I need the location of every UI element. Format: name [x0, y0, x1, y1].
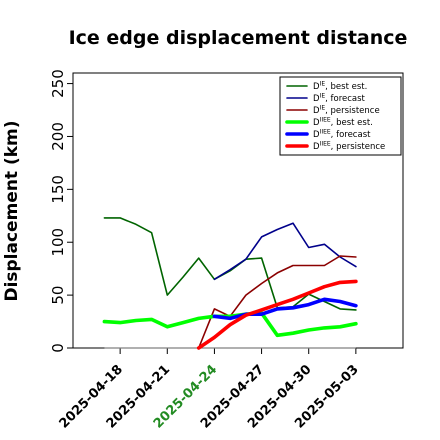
legend-entry-3: DIE, persistence	[313, 105, 380, 117]
y-tick-label: 0	[49, 343, 67, 353]
legend-entry-symbol: D	[313, 142, 320, 152]
chart-title: Ice edge displacement distance	[69, 27, 408, 49]
series-line-6	[196, 279, 358, 350]
legend-entry-label: , persistence	[325, 106, 380, 116]
legend-entry-superscript: IE	[320, 93, 326, 100]
series-line-4	[102, 311, 358, 338]
y-tick-label: 250	[49, 69, 67, 98]
y-axis-label: Displacement (km)	[2, 120, 22, 301]
legend-entry-symbol: D	[313, 106, 320, 116]
legend-entry-label: , persistence	[331, 142, 386, 152]
legend-entry-2: DIE, forecast	[313, 93, 366, 105]
series-line-5	[212, 297, 358, 321]
y-tick-label: 150	[49, 175, 67, 204]
series-line-2	[213, 222, 357, 281]
legend-entry-superscript: IIEE	[320, 129, 331, 136]
y-tick-label: 100	[49, 228, 67, 257]
series-group	[102, 217, 358, 350]
legend-entry-1: DIE, best est.	[313, 81, 367, 93]
legend-entry-label: , best est.	[331, 118, 373, 128]
series-line-1	[103, 217, 357, 311]
x-axis: 2025-04-182025-04-212025-04-242025-04-27…	[57, 348, 362, 432]
y-axis: 0 50 100 150 200 250	[49, 69, 73, 353]
legend-entry-6: DIIEE, persistence	[313, 141, 385, 153]
legend-entry-5: DIIEE, forecast	[313, 129, 371, 141]
legend-entry-superscript: IIEE	[320, 117, 331, 124]
legend-entry-symbol: D	[313, 82, 320, 92]
legend-entry-symbol: D	[313, 94, 320, 104]
legend-entry-symbol: D	[313, 130, 320, 140]
series-line-3	[197, 255, 357, 349]
legend-entry-superscript: IE	[320, 105, 326, 112]
legend-entry-superscript: IIEE	[320, 141, 331, 148]
y-tick-label: 200	[49, 122, 67, 151]
legend-entry-4: DIIEE, best est.	[313, 117, 373, 129]
legend-entry-symbol: D	[313, 118, 320, 128]
y-tick-label: 50	[49, 286, 67, 305]
legend-entry-label: , best est.	[325, 82, 367, 92]
legend-box	[279, 76, 402, 156]
legend-entry-label: , forecast	[331, 130, 371, 140]
legend-entry-label: , forecast	[325, 94, 365, 104]
legend-entry-superscript: IE	[320, 81, 326, 88]
